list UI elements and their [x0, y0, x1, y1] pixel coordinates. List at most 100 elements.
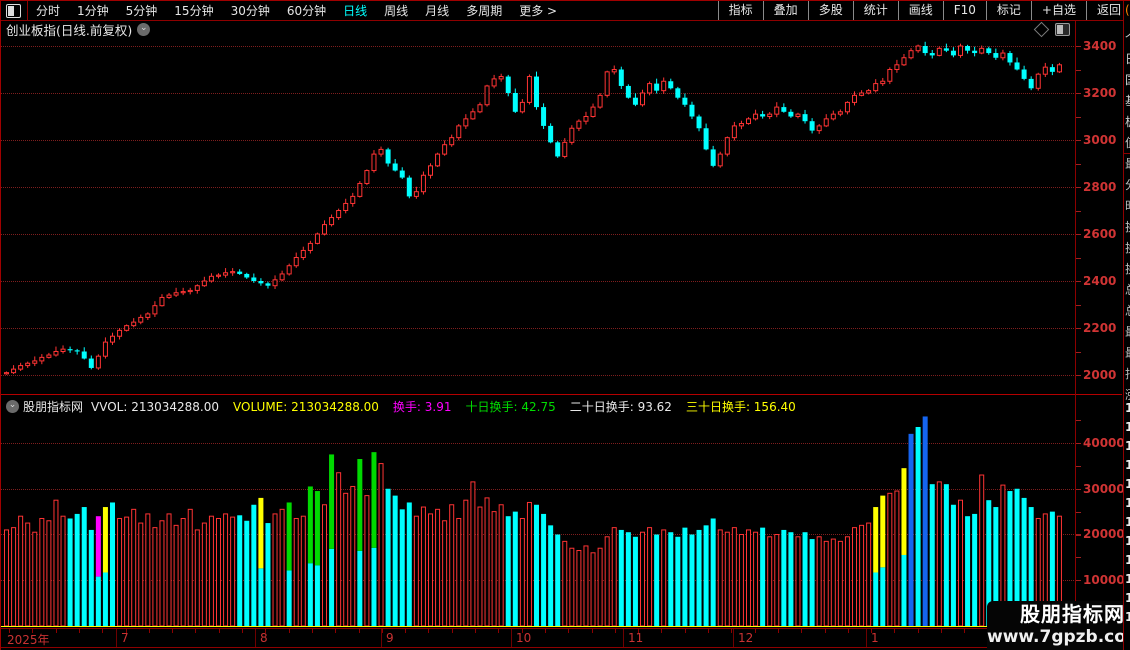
- tool-item-2[interactable]: 多股: [807, 1, 853, 20]
- week-tick: [125, 629, 127, 633]
- right-panel-sliver: (个日国基板值最分时换换换总总最最指涨111111111111: [1123, 1, 1130, 650]
- period-item-8[interactable]: 月线: [425, 4, 450, 18]
- time-axis: 2025年 7 8 9 10 11 12 1: [1, 629, 1122, 647]
- tool-item-3[interactable]: 统计: [852, 1, 898, 20]
- week-tick: [242, 629, 243, 633]
- sliver-char: 日: [1125, 50, 1130, 67]
- sliver-char: 板: [1125, 113, 1130, 130]
- candlestick-volume-chart[interactable]: [1, 1, 1076, 650]
- sliver-number: 1: [1125, 401, 1130, 415]
- week-tick: [964, 629, 966, 633]
- chart-title-row: 创业板指(日线.前复权) ⌄: [1, 21, 151, 38]
- indicator-field-1: VOLUME: 213034288.00: [233, 399, 379, 414]
- price-gridline: [1, 375, 1074, 376]
- tool-item-8[interactable]: 返回: [1085, 1, 1130, 20]
- period-item-1[interactable]: 1分钟: [77, 4, 109, 18]
- volume-axis-label: 10000: [1083, 573, 1125, 587]
- price-axis-minor-tick: [1076, 351, 1081, 353]
- tool-item-0[interactable]: 指标: [717, 1, 763, 20]
- week-tick: [218, 629, 220, 633]
- volume-axis-label: 30000: [1083, 482, 1125, 496]
- week-tick: [32, 629, 34, 633]
- price-axis-minor-tick: [1076, 328, 1081, 329]
- period-item-4[interactable]: 30分钟: [230, 4, 270, 18]
- sliver-number: 1: [1125, 572, 1130, 586]
- sliver-number: 1: [1125, 610, 1130, 624]
- price-axis-minor-tick: [1076, 234, 1081, 235]
- window-layout-icon[interactable]: [6, 3, 21, 18]
- week-tick: [428, 629, 430, 633]
- sliver-char: 分: [1125, 176, 1130, 193]
- week-tick: [195, 629, 197, 633]
- volume-axis-minor-tick: [1076, 488, 1081, 490]
- price-axis-label: 2000: [1083, 368, 1117, 382]
- sliver-char: 时: [1125, 197, 1130, 214]
- chevron-down-icon[interactable]: ⌄: [137, 23, 151, 36]
- week-tick: [172, 629, 174, 633]
- price-axis-minor-tick: [1076, 257, 1081, 259]
- week-tick: [614, 629, 616, 633]
- volume-axis-label: 20000: [1083, 527, 1125, 541]
- watermark-url: www.7gpzb.com: [987, 627, 1130, 647]
- tool-item-5[interactable]: F10: [942, 1, 986, 20]
- month-divider: [255, 629, 256, 647]
- indicator-field-3: 十日换手: 42.75: [465, 399, 556, 414]
- sliver-number: 1: [1125, 496, 1130, 510]
- axis-bottom-line: [1, 647, 1122, 648]
- sliver-char: 指: [1125, 365, 1130, 382]
- sliver-char: 基: [1125, 92, 1130, 109]
- tool-item-1[interactable]: 叠加: [762, 1, 808, 20]
- week-tick: [405, 629, 407, 633]
- period-item-10[interactable]: 更多 >: [519, 4, 558, 18]
- diamond-tool-icon[interactable]: [1033, 21, 1050, 38]
- indicator-field-2: 换手: 3.91: [392, 399, 452, 414]
- tool-item-6[interactable]: 标记: [985, 1, 1031, 20]
- tool-item-4[interactable]: 画线: [897, 1, 943, 20]
- week-tick: [544, 629, 546, 633]
- period-item-0[interactable]: 分时: [36, 4, 61, 18]
- price-axis-label: 2200: [1083, 321, 1117, 335]
- period-item-6[interactable]: 日线: [343, 4, 368, 18]
- sliver-char: 总: [1125, 281, 1130, 298]
- tool-item-7[interactable]: +自选: [1030, 1, 1086, 20]
- menu-divider: [27, 1, 28, 20]
- sliver-char: 最: [1125, 155, 1130, 172]
- week-tick: [684, 629, 686, 633]
- week-tick: [55, 629, 57, 633]
- period-item-3[interactable]: 15分钟: [174, 4, 214, 18]
- week-tick: [824, 629, 826, 633]
- price-axis-minor-tick: [1076, 163, 1081, 165]
- price-gridline: [1, 187, 1074, 188]
- volume-axis-minor-tick: [1076, 534, 1081, 536]
- sliver-char: 涨: [1125, 386, 1130, 403]
- price-axis-minor-tick: [1076, 210, 1081, 212]
- pane-layout-icon[interactable]: [1055, 23, 1070, 36]
- period-item-5[interactable]: 60分钟: [286, 4, 327, 18]
- period-item-9[interactable]: 多周期: [466, 4, 503, 18]
- week-tick: [638, 629, 640, 633]
- price-axis-label: 2800: [1083, 180, 1117, 194]
- month-label: 1: [871, 631, 879, 645]
- price-gridline: [1, 328, 1074, 329]
- price-axis-minor-tick: [1076, 281, 1081, 282]
- period-item-7[interactable]: 周线: [384, 4, 409, 18]
- indicator-chevron-icon[interactable]: ⌄: [6, 399, 19, 413]
- sliver-top-char: (: [1125, 3, 1130, 17]
- period-menu: 分时 1分钟 5分钟 15分钟 30分钟 60分钟 日线 周线 月线 多周期 更多 >: [36, 2, 557, 19]
- month-label: 9: [386, 631, 394, 645]
- week-tick: [801, 629, 803, 633]
- week-tick: [568, 629, 570, 633]
- indicator-field-0: VVOL: 213034288.00: [91, 399, 220, 414]
- price-axis-minor-tick: [1076, 69, 1081, 71]
- sliver-char: 换: [1125, 260, 1130, 277]
- volume-axis-minor-tick: [1076, 557, 1081, 559]
- period-item-2[interactable]: 5分钟: [125, 4, 158, 18]
- week-tick: [731, 629, 733, 633]
- sliver-char: 个: [1125, 29, 1130, 46]
- price-axis-minor-tick: [1076, 140, 1081, 141]
- week-tick: [475, 629, 476, 633]
- price-gridline: [1, 234, 1074, 235]
- week-tick: [498, 629, 500, 633]
- week-tick: [265, 629, 267, 633]
